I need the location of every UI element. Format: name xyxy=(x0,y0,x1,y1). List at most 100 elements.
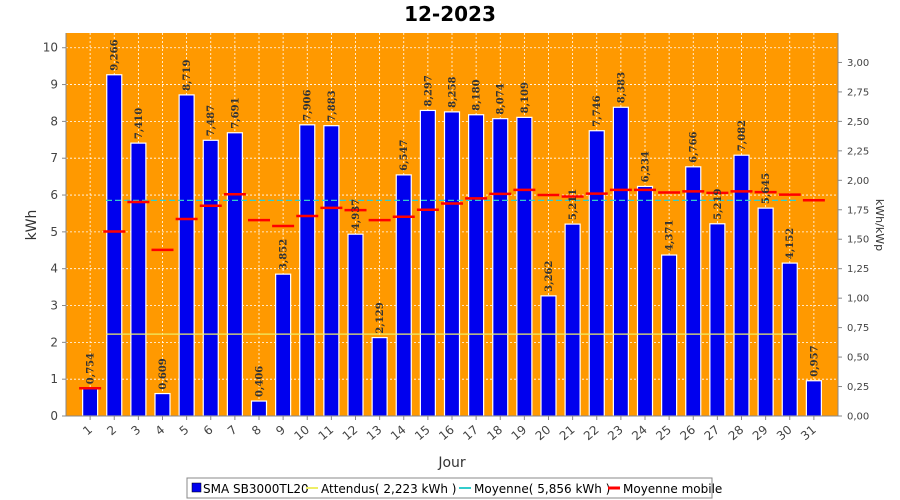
x-tick-label: 9 xyxy=(273,423,288,439)
value-label-26: 6,766 xyxy=(689,131,700,162)
x-tick-label: 2 xyxy=(104,423,119,439)
bar-2 xyxy=(106,74,123,417)
y-axis: 0 1 2 3 4 5 6 7 8 9 10 xyxy=(43,33,67,423)
x-tick-label: 10 xyxy=(291,423,312,444)
bar-13 xyxy=(371,336,388,417)
x-tick-label: 8 xyxy=(249,423,264,439)
value-label-1: 0,754 xyxy=(86,353,97,384)
x-tick-label: 4 xyxy=(153,423,168,439)
x-axis: 1 2 3 4 5 6 7 8 9 10 11 12 13 14 15 16 17 18 19 20 21 22 23 24 2… xyxy=(66,415,838,444)
x-tick-label: 14 xyxy=(388,423,409,444)
y-tick-label: 3 xyxy=(50,299,58,313)
y-tick-label: 9 xyxy=(50,78,58,92)
y2-axis-label: kWh/kWp xyxy=(873,199,886,251)
x-tick-label: 6 xyxy=(201,423,216,439)
y2-axis: 0,00 0,25 0,50 0,75 1,00 1,25 1,50 1,75 2,00 2,25… xyxy=(837,33,869,423)
value-label-20: 3,262 xyxy=(544,261,555,292)
value-label-29: 5,645 xyxy=(761,173,772,204)
value-label-24: 6,234 xyxy=(641,151,652,182)
y-tick-label: 6 xyxy=(50,188,58,202)
value-label-18: 8,074 xyxy=(496,83,507,114)
value-label-17: 8,180 xyxy=(472,79,483,110)
bar-19 xyxy=(516,116,533,417)
x-tick-label: 7 xyxy=(225,423,240,439)
x-tick-label: 27 xyxy=(702,423,723,444)
value-label-12: 4,937 xyxy=(351,199,362,230)
y2-tick-label: 0,50 xyxy=(847,353,869,364)
reference-lines xyxy=(106,199,798,335)
legend-label: Moyenne( 5,856 kWh ) xyxy=(474,482,610,496)
y2-tick-label: 0,25 xyxy=(847,382,869,393)
bar-4 xyxy=(154,392,171,417)
x-tick-label: 26 xyxy=(677,423,698,444)
value-label-30: 4,152 xyxy=(785,228,796,259)
value-label-6: 7,487 xyxy=(206,105,217,136)
y2-tick-label: 1,50 xyxy=(847,235,869,246)
bar-1 xyxy=(82,387,99,417)
x-tick-label: 15 xyxy=(412,423,433,444)
bar-10 xyxy=(299,124,316,417)
x-tick-label: 5 xyxy=(177,423,192,439)
y-tick-label: 4 xyxy=(50,262,58,276)
x-tick-label: 11 xyxy=(316,423,337,444)
bar-9 xyxy=(275,273,292,417)
y2-tick-label: 2,00 xyxy=(847,176,869,187)
bar-18 xyxy=(492,118,509,417)
value-label-11: 7,883 xyxy=(327,90,338,121)
bar-17 xyxy=(468,114,485,417)
y-tick-label: 5 xyxy=(50,225,58,239)
value-labels: 0,754 9,266 7,410 0,609 8,719 7,487 7,691 0,406… xyxy=(86,39,821,397)
chart-title: 12-2023 xyxy=(404,2,496,26)
value-label-28: 7,082 xyxy=(737,120,748,151)
value-label-25: 4,371 xyxy=(665,220,676,251)
bar-11 xyxy=(323,125,340,417)
y-tick-label: 2 xyxy=(50,335,58,349)
legend-box xyxy=(186,477,713,499)
moving-average-segments xyxy=(79,188,825,390)
bar-28 xyxy=(733,154,750,417)
value-label-27: 5,219 xyxy=(713,188,724,219)
x-tick-label: 3 xyxy=(128,423,143,439)
legend: SMA SB3000TL20 Attendus( 2,223 kWh ) Moyen… xyxy=(186,477,722,499)
bar-14 xyxy=(395,174,412,417)
y2-tick-label: 2,25 xyxy=(847,146,869,157)
legend-label: Attendus( 2,223 kWh ) xyxy=(321,482,456,496)
x-tick-label: 19 xyxy=(509,423,530,444)
value-label-5: 8,719 xyxy=(182,60,193,91)
value-label-10: 7,906 xyxy=(303,89,314,120)
x-tick-label: 12 xyxy=(340,423,361,444)
x-tick-label: 22 xyxy=(581,423,602,444)
y-axis-label: kWh xyxy=(24,210,40,241)
x-tick-label: 13 xyxy=(364,423,385,444)
value-label-21: 5,211 xyxy=(568,189,579,220)
legend-label: SMA SB3000TL20 xyxy=(203,482,309,496)
legend-swatch-bar xyxy=(191,482,202,493)
bar-12 xyxy=(347,233,364,417)
legend-label: Moyenne mobile xyxy=(623,482,722,496)
value-label-31: 0,957 xyxy=(809,345,820,376)
y2-tick-label: 2,50 xyxy=(847,117,869,128)
y2-tick-label: 1,25 xyxy=(847,264,869,275)
x-tick-label: 23 xyxy=(605,423,626,444)
x-tick-label: 30 xyxy=(774,423,795,444)
value-label-7: 7,691 xyxy=(230,97,241,128)
bar-7 xyxy=(226,132,243,417)
value-label-9: 3,852 xyxy=(279,239,290,270)
bar-16 xyxy=(443,111,461,417)
y-tick-label: 7 xyxy=(50,151,58,165)
x-tick-label: 21 xyxy=(557,423,578,444)
bar-15 xyxy=(419,109,436,417)
y-tick-label: 1 xyxy=(50,372,58,386)
bar-25 xyxy=(661,254,678,417)
value-label-2: 9,266 xyxy=(110,39,121,70)
value-label-3: 7,410 xyxy=(134,108,145,139)
y2-tick-label: 3,00 xyxy=(847,58,869,69)
x-axis-label: Jour xyxy=(437,455,466,471)
bar-29 xyxy=(757,207,774,417)
x-tick-label: 28 xyxy=(726,423,747,444)
y2-tick-label: 2,75 xyxy=(847,87,869,98)
x-tick-label: 31 xyxy=(798,423,819,444)
x-tick-label: 17 xyxy=(460,423,481,444)
y2-tick-label: 0,00 xyxy=(847,412,869,423)
